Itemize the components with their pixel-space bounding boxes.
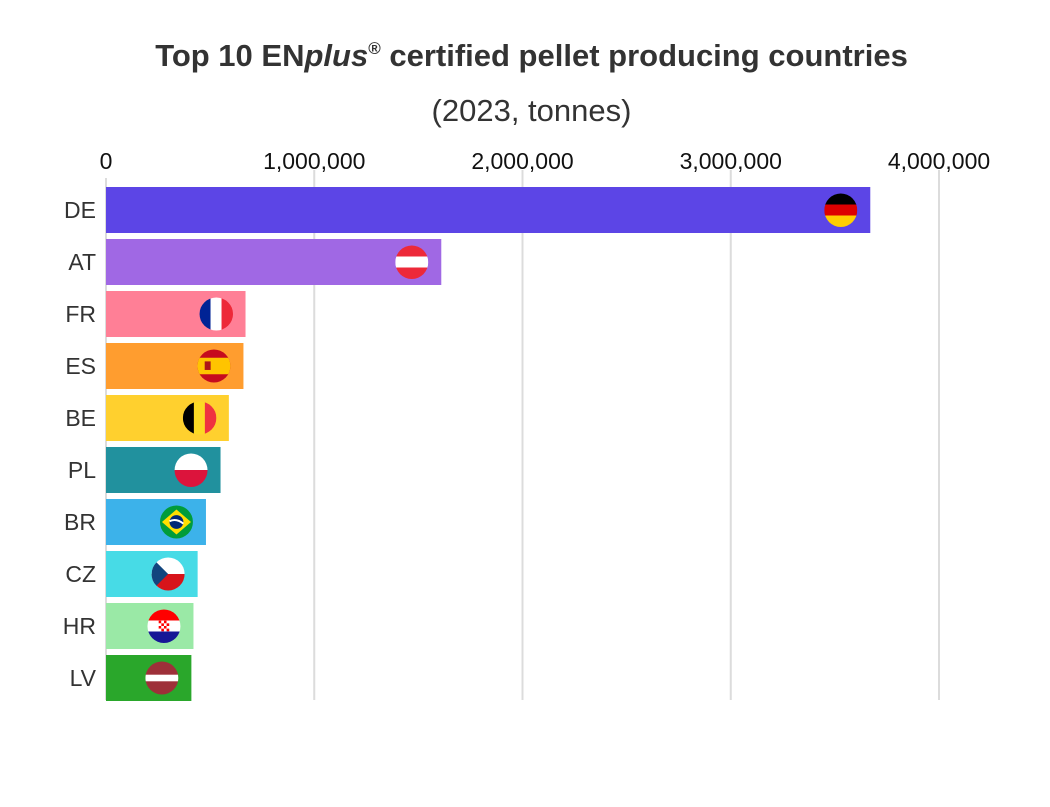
y-tick-label: BE bbox=[65, 405, 96, 431]
chart-subtitle: (2023, tonnes) bbox=[431, 93, 632, 128]
x-tick-label: 4,000,000 bbox=[888, 148, 990, 174]
austria-flag bbox=[395, 245, 429, 279]
bar bbox=[106, 187, 871, 233]
y-tick-label: BR bbox=[64, 509, 96, 535]
x-tick-label: 3,000,000 bbox=[680, 148, 782, 174]
y-tick-label: DE bbox=[64, 197, 96, 223]
belgium-flag bbox=[182, 401, 217, 435]
x-tick-label: 1,000,000 bbox=[263, 148, 365, 174]
spain-flag bbox=[197, 349, 231, 383]
poland-flag bbox=[174, 453, 208, 487]
title-post: certified pellet producing countries bbox=[380, 38, 908, 73]
title-pre: Top 10 EN bbox=[155, 38, 305, 73]
y-tick-label: FR bbox=[65, 301, 96, 327]
y-tick-label: AT bbox=[68, 249, 96, 275]
y-tick-label: LV bbox=[70, 665, 97, 691]
y-tick-label: HR bbox=[63, 613, 96, 639]
x-tick-label: 0 bbox=[100, 148, 113, 174]
x-tick-label: 2,000,000 bbox=[471, 148, 573, 174]
y-tick-label: CZ bbox=[65, 561, 96, 587]
y-tick-label: PL bbox=[68, 457, 96, 483]
czech-flag bbox=[151, 557, 185, 591]
latvia-flag bbox=[145, 661, 179, 695]
bar bbox=[106, 239, 442, 285]
france-flag bbox=[199, 297, 234, 331]
chart-title: Top 10 ENplus® certified pellet producin… bbox=[0, 38, 1050, 74]
title-italic: plus bbox=[304, 38, 369, 73]
germany-flag bbox=[824, 193, 858, 227]
y-tick-label: ES bbox=[65, 353, 96, 379]
title-registered-mark: ® bbox=[368, 39, 381, 58]
croatia-flag bbox=[147, 609, 181, 643]
brazil-flag bbox=[159, 505, 193, 539]
